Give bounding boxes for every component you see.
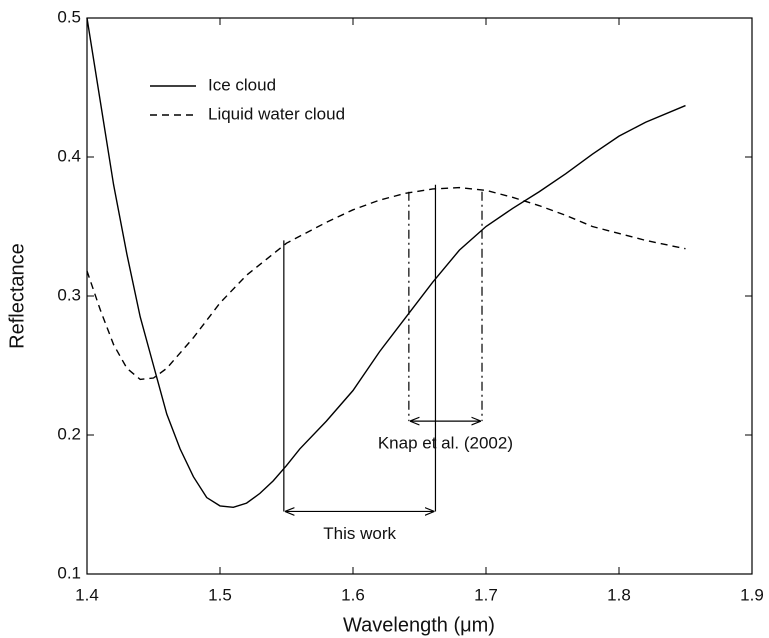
x-tick-label: 1.7 bbox=[474, 585, 498, 604]
y-tick-label: 0.2 bbox=[57, 424, 81, 443]
x-tick-label: 1.6 bbox=[341, 585, 365, 604]
legend-label: Liquid water cloud bbox=[208, 104, 345, 123]
y-tick-label: 0.1 bbox=[57, 563, 81, 582]
plot-frame bbox=[86, 17, 753, 575]
x-tick-label: 1.8 bbox=[607, 585, 631, 604]
y-tick-label: 0.3 bbox=[57, 285, 81, 304]
x-tick-label: 1.9 bbox=[740, 585, 764, 604]
x-axis-title: Wavelength (μm) bbox=[343, 614, 495, 636]
annotation-label: Knap et al. (2002) bbox=[378, 434, 513, 453]
y-tick-label: 0.5 bbox=[57, 7, 81, 26]
y-tick-label: 0.4 bbox=[57, 146, 81, 165]
x-tick-label: 1.5 bbox=[208, 585, 232, 604]
y-axis-title: Reflectance bbox=[6, 243, 28, 349]
x-tick-label: 1.4 bbox=[75, 585, 99, 604]
annotation-label: This work bbox=[323, 524, 396, 543]
series-line bbox=[86, 17, 686, 508]
series-line bbox=[86, 186, 686, 381]
legend-label: Ice cloud bbox=[208, 75, 276, 94]
